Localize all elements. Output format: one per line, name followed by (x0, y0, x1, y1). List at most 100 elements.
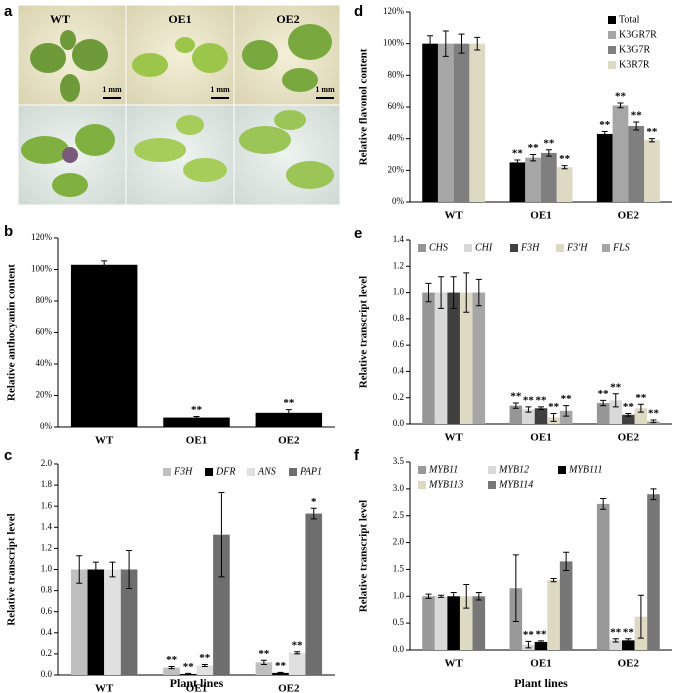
legend-swatch (488, 466, 496, 474)
significance-label: ** (598, 388, 610, 400)
photo-column-label: OE2 (276, 12, 299, 26)
bar (647, 494, 660, 650)
x-tick-label: OE2 (618, 432, 640, 444)
y-axis-label: Relative transcript level (358, 276, 370, 388)
error-bar (625, 638, 632, 643)
bar (612, 105, 629, 202)
significance-label: ** (561, 393, 573, 405)
legend-label: FLS (612, 242, 630, 253)
legend-label: PAP1 (299, 466, 322, 477)
y-tick-label: 40% (388, 133, 405, 143)
error-bar (637, 594, 644, 639)
y-axis-label: Relative anthocyanin content (6, 264, 18, 401)
error-bar (512, 554, 519, 623)
bar (163, 667, 180, 675)
y-tick-label: 1.0 (393, 287, 405, 297)
error-bar (458, 33, 465, 54)
bar (434, 596, 448, 650)
bar (288, 652, 306, 675)
legend-swatch (558, 466, 566, 474)
legend-label: F3'H (566, 242, 588, 253)
y-tick-label: 2.0 (393, 537, 405, 547)
y-tick-label: 100% (383, 38, 405, 48)
legend-swatch (608, 16, 616, 24)
legend-swatch (205, 468, 213, 476)
bar (120, 569, 138, 675)
bar (622, 414, 635, 424)
error-bar (260, 659, 267, 665)
y-axis-label: Relative transcript level (6, 513, 18, 625)
legend-swatch (418, 481, 426, 489)
legend-label: K3G7R (619, 44, 650, 55)
y-tick-label: 0% (40, 421, 53, 431)
bar (559, 410, 573, 424)
error-bar (648, 138, 655, 143)
significance-label: ** (599, 119, 611, 131)
error-bar (475, 278, 482, 307)
legend-swatch (510, 244, 518, 252)
error-bar (101, 260, 108, 270)
error-bar (563, 405, 570, 417)
error-bar (294, 651, 301, 655)
panel-label: a (4, 3, 13, 20)
bar (525, 157, 541, 202)
significance-label: ** (275, 660, 287, 672)
y-tick-label: 0.0 (393, 418, 405, 428)
significance-label: ** (536, 628, 548, 640)
legend-label: F3H (520, 242, 540, 253)
error-bar (193, 415, 200, 420)
y-tick-label: 60% (388, 101, 405, 111)
x-tick-label: WT (95, 683, 114, 693)
significance-label: ** (292, 639, 304, 651)
bar (213, 534, 230, 675)
bar (447, 292, 460, 424)
bar (305, 513, 323, 675)
bar (422, 596, 435, 650)
bar (255, 662, 273, 675)
y-tick-label: 1.4 (41, 521, 53, 531)
bar (559, 561, 573, 650)
legend-label: Total (619, 14, 640, 25)
legend-label: MYB114 (498, 479, 533, 490)
x-tick-label: WT (444, 210, 463, 222)
y-tick-label: 20% (36, 390, 53, 400)
error-bar (601, 131, 608, 137)
error-bar (425, 593, 432, 599)
legend-swatch (602, 244, 610, 252)
x-tick-label: OE1 (186, 683, 207, 693)
significance-label: ** (528, 142, 540, 154)
bar (596, 402, 610, 424)
error-bar (512, 402, 519, 409)
error-bar (514, 159, 521, 166)
significance-label: ** (623, 626, 635, 638)
error-bar (76, 555, 83, 584)
y-tick-label: 120% (383, 6, 405, 16)
error-bar (600, 498, 607, 510)
bar (628, 126, 645, 202)
panel-label: d (354, 3, 363, 20)
y-tick-label: 60% (36, 327, 53, 337)
panel-label: c (4, 447, 12, 464)
y-tick-label: 0.8 (41, 585, 53, 595)
significance-label: ** (183, 661, 195, 673)
error-bar (545, 149, 552, 157)
error-bar (612, 638, 619, 643)
bar (509, 405, 523, 424)
y-tick-label: 1.2 (41, 542, 52, 552)
y-tick-label: 0.2 (393, 392, 404, 402)
y-tick-label: 1.4 (393, 234, 405, 244)
y-tick-label: 80% (388, 69, 405, 79)
error-bar (201, 663, 208, 668)
y-tick-label: 3.0 (393, 483, 405, 493)
y-tick-label: 1.2 (393, 260, 404, 270)
bar (534, 408, 548, 424)
legend-label: CHS (429, 242, 448, 253)
error-bar (277, 671, 284, 674)
x-tick-label: OE2 (618, 658, 640, 670)
significance-label: ** (258, 648, 270, 660)
legend-label: CHI (475, 242, 493, 253)
bar (422, 292, 435, 424)
error-bar (530, 154, 537, 162)
y-tick-label: 0.6 (41, 606, 53, 616)
legend-label: MYB113 (428, 479, 463, 490)
